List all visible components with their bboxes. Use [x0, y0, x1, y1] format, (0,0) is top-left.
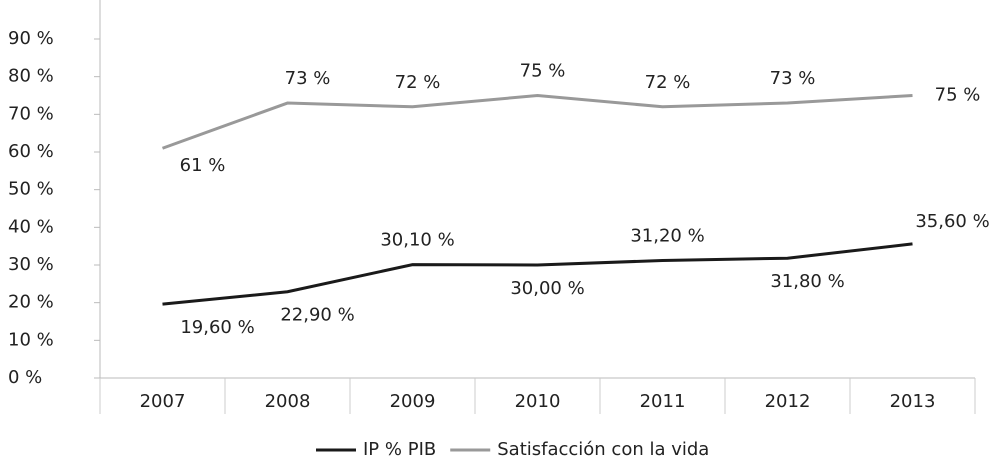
data-label: 30,00 % [510, 278, 584, 299]
series-line [162, 242, 913, 306]
x-tick-label: 2011 [640, 391, 686, 412]
data-label: 35,60 % [915, 211, 989, 232]
legend-label: Satisfacción con la vida [497, 439, 709, 460]
data-label: 31,20 % [630, 225, 704, 246]
y-tick-label: 30 % [8, 254, 54, 275]
x-tick-label: 2008 [265, 391, 311, 412]
legend-label: IP % PIB [363, 439, 436, 460]
data-label: 73 % [285, 68, 331, 89]
x-tick-label: 2010 [515, 391, 561, 412]
y-tick-label: 40 % [8, 216, 54, 237]
y-tick-label: 70 % [8, 103, 54, 124]
data-label: 31,80 % [770, 271, 844, 292]
y-tick-label: 60 % [8, 141, 54, 162]
y-tick-label: 20 % [8, 292, 54, 313]
data-label: 75 % [935, 85, 981, 106]
data-label: 19,60 % [180, 317, 254, 338]
y-tick-label: 80 % [8, 66, 54, 87]
data-label: 72 % [395, 72, 441, 93]
x-tick-label: 2012 [765, 391, 811, 412]
data-label: 22,90 % [280, 305, 354, 326]
data-label: 30,10 % [380, 230, 454, 251]
x-tick-label: 2013 [890, 391, 936, 412]
series-line [161, 93, 913, 150]
data-label: 75 % [520, 61, 566, 82]
x-tick-label: 2009 [390, 391, 436, 412]
data-label: 73 % [770, 68, 816, 89]
data-label: 61 % [180, 155, 226, 176]
y-tick-label: 0 % [8, 367, 42, 388]
x-tick-label: 2007 [140, 391, 186, 412]
data-label: 72 % [645, 72, 691, 93]
y-tick-label: 90 % [8, 28, 54, 49]
y-tick-label: 50 % [8, 179, 54, 200]
y-tick-label: 10 % [8, 329, 54, 350]
